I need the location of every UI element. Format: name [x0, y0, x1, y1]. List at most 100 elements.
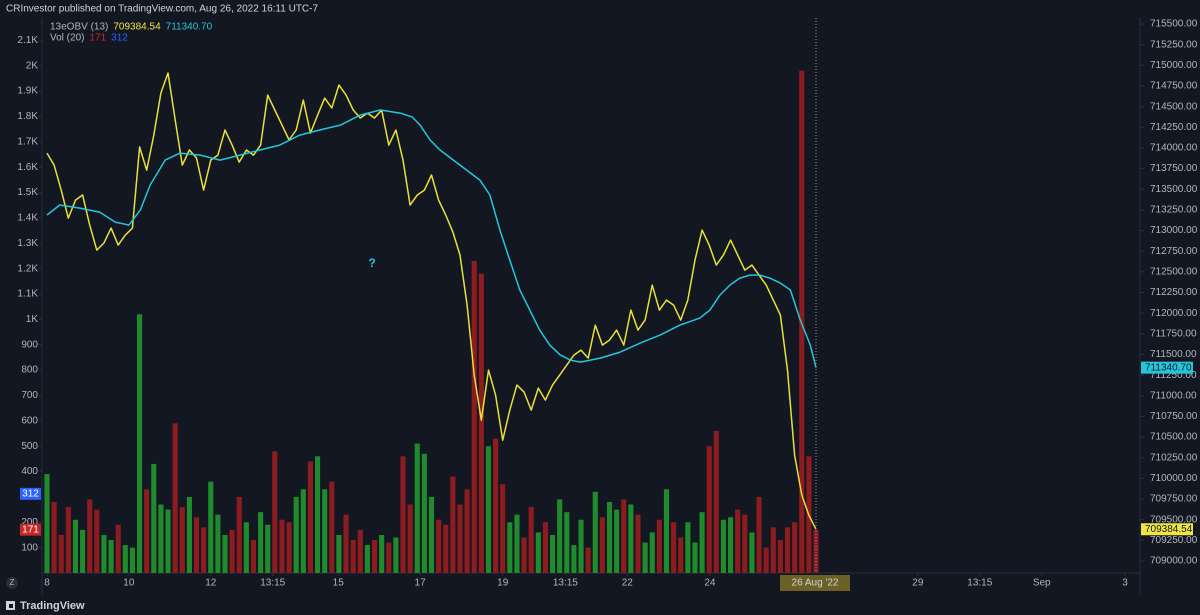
volume-bar: [478, 273, 484, 573]
x-tick-label: 3: [1122, 578, 1128, 589]
volume-bar: [621, 499, 627, 573]
y2-tick-label: 714500.00: [1150, 101, 1198, 112]
footer-bar: [0, 597, 1200, 615]
volume-bar: [635, 514, 641, 573]
volume-bar: [414, 443, 420, 573]
y2-tick-label: 709250.00: [1150, 535, 1198, 546]
axis-badge: [20, 487, 41, 500]
x-tick-label: 29: [912, 578, 924, 589]
volume-bar: [201, 527, 207, 573]
volume-bar: [507, 522, 513, 573]
y-tick-label: 1.1K: [17, 289, 38, 300]
volume-bar: [108, 540, 114, 573]
volume-bar: [628, 504, 634, 573]
volume-bar: [656, 519, 662, 573]
plot-area: [44, 70, 819, 573]
volume-bar: [735, 509, 741, 573]
y-tick-label: 1.7K: [17, 136, 38, 147]
y-tick-label: 2.1K: [17, 35, 38, 46]
x-tick-label: 13:15: [553, 578, 578, 589]
x-tick-label: 13:15: [967, 578, 992, 589]
volume-bar: [471, 261, 477, 573]
crosshair-label: 26 Aug '22: [792, 578, 839, 589]
volume-bar: [592, 491, 598, 573]
volume-bar: [585, 547, 591, 573]
x-tick-label: 19: [497, 578, 509, 589]
y2-tick-label: 715000.00: [1150, 60, 1198, 71]
volume-bar: [272, 451, 278, 573]
axis-badge-label: 312: [22, 488, 39, 499]
y2-tick-label: 714250.00: [1150, 122, 1198, 133]
y2-tick-label: 709000.00: [1150, 556, 1198, 567]
axis-badge: [1141, 523, 1193, 536]
y2-tick-label: 711250.00: [1150, 370, 1197, 381]
y2-tick-label: 715500.00: [1150, 19, 1198, 30]
volume-bar: [58, 534, 64, 573]
y-tick-label: 600: [21, 415, 38, 426]
y-tick-label: 400: [21, 466, 38, 477]
volume-bar: [51, 501, 57, 573]
volume-bar: [763, 547, 769, 573]
volume-bar: [514, 514, 520, 573]
volume-bar: [720, 519, 727, 573]
volume-bar: [407, 504, 413, 573]
scale-button[interactable]: [6, 577, 18, 589]
volume-bar: [72, 519, 79, 573]
x-tick-label: 12: [205, 578, 217, 589]
y-tick-label: 1.8K: [17, 111, 38, 122]
volume-bar: [136, 314, 143, 573]
y2-tick-label: 712750.00: [1150, 246, 1198, 257]
volume-bar: [428, 496, 435, 573]
volume-bar: [521, 537, 527, 573]
volume-bar: [165, 509, 171, 573]
x-tick-label: 10: [123, 578, 135, 589]
volume-bar: [578, 519, 584, 573]
volume-bar: [286, 522, 292, 573]
volume-bar: [336, 534, 342, 573]
y2-tick-label: 712250.00: [1150, 287, 1198, 298]
volume-bar: [279, 519, 285, 573]
volume-bar: [663, 489, 670, 573]
volume-bar: [322, 489, 328, 573]
volume-bar: [443, 524, 449, 573]
y-tick-label: 1.4K: [17, 213, 38, 224]
volume-bar: [386, 542, 392, 573]
volume-bar: [357, 529, 363, 573]
volume-bar: [528, 507, 534, 573]
y-tick-label: 100: [21, 542, 38, 553]
volume-bar: [706, 446, 712, 573]
volume-bar: [307, 461, 314, 573]
volume-bar: [229, 529, 235, 573]
volume-bar: [400, 456, 406, 573]
y-tick-label: 1K: [26, 314, 39, 325]
footer-brand: TradingView: [20, 600, 85, 612]
y2-tick-label: 711500.00: [1150, 349, 1197, 360]
volume-bar: [158, 504, 164, 573]
volume-bar: [450, 476, 456, 573]
volume-bar: [265, 524, 271, 573]
volume-bar: [258, 512, 264, 573]
volume-bar: [343, 514, 349, 573]
y2-tick-label: 713750.00: [1150, 163, 1198, 174]
volume-bar: [770, 527, 776, 573]
x-tick-label: 24: [704, 578, 716, 589]
volume-bar: [421, 453, 427, 573]
axis-badge-label: 711340.70: [1145, 362, 1192, 373]
volume-bar: [606, 501, 613, 573]
volume-bar: [236, 496, 242, 573]
volume-bar: [65, 507, 71, 573]
volume-bar: [614, 509, 620, 573]
volume-bar: [243, 522, 249, 573]
scale-button-label[interactable]: Z: [10, 578, 15, 587]
volume-bar: [115, 524, 121, 573]
axis-badge-label: 709384.54: [1145, 524, 1193, 535]
volume-bar: [250, 540, 257, 573]
volume-bar: [94, 509, 100, 573]
volume-bar: [642, 542, 648, 573]
volume-bar: [186, 496, 192, 573]
indicator-line: [46, 72, 817, 530]
volume-bar: [792, 522, 798, 573]
y2-tick-label: 710750.00: [1150, 411, 1198, 422]
y2-tick-label: 712500.00: [1150, 267, 1198, 278]
